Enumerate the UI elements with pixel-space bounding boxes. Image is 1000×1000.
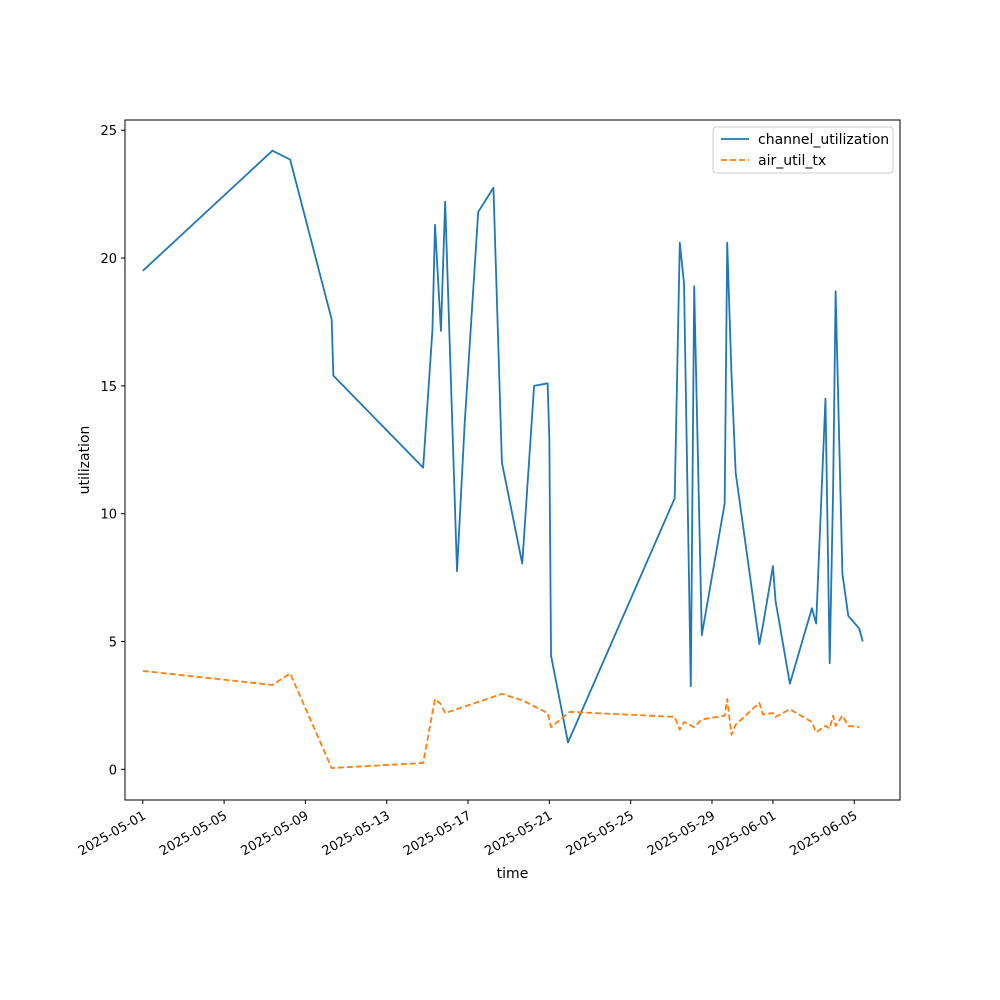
y-tick-label: 5 bbox=[109, 636, 117, 651]
y-tick-label: 25 bbox=[100, 124, 117, 139]
legend: channel_utilization air_util_tx bbox=[712, 126, 894, 174]
series-line-channel_utilization bbox=[142, 149, 864, 744]
y-tick-label: 10 bbox=[100, 508, 117, 523]
x-axis-label: time bbox=[497, 866, 529, 882]
legend-box bbox=[712, 126, 894, 174]
y-tick-label: 15 bbox=[100, 380, 117, 395]
series-line-air_util_tx bbox=[142, 670, 860, 769]
legend-label: air_util_tx bbox=[758, 153, 826, 169]
legend-label: channel_utilization bbox=[758, 132, 889, 148]
series-layer bbox=[142, 149, 864, 769]
y-tick-label: 20 bbox=[100, 252, 117, 267]
y-axis-label: utilization bbox=[77, 426, 93, 495]
y-tick-label: 0 bbox=[109, 763, 117, 778]
axes-frame bbox=[124, 119, 901, 801]
y-axis: 0 5 10 15 20 25 bbox=[100, 124, 125, 778]
